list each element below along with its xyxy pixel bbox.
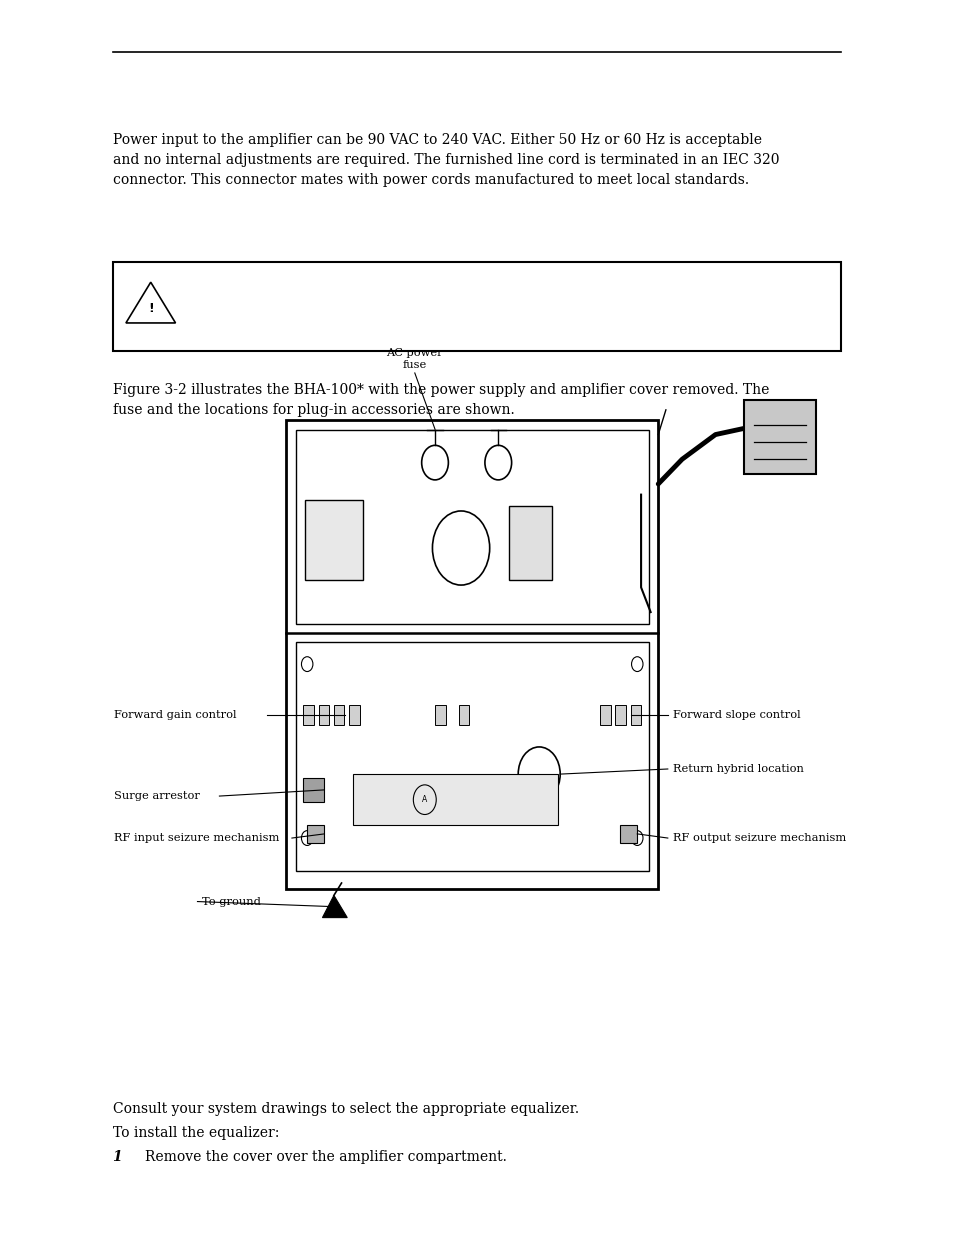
FancyBboxPatch shape — [112, 262, 841, 351]
Text: A: A — [422, 795, 427, 804]
FancyBboxPatch shape — [349, 705, 359, 725]
Polygon shape — [126, 283, 175, 324]
Text: Figure 3-2 illustrates the BHA-100* with the power supply and amplifier cover re: Figure 3-2 illustrates the BHA-100* with… — [112, 383, 768, 417]
FancyBboxPatch shape — [743, 400, 815, 474]
FancyBboxPatch shape — [334, 705, 344, 725]
FancyBboxPatch shape — [509, 506, 552, 580]
FancyBboxPatch shape — [303, 705, 314, 725]
Text: Remove the cover over the amplifier compartment.: Remove the cover over the amplifier comp… — [145, 1150, 506, 1163]
Text: RF input seizure mechanism: RF input seizure mechanism — [114, 834, 279, 844]
Text: AC power
fuse: AC power fuse — [386, 348, 442, 370]
FancyBboxPatch shape — [599, 705, 610, 725]
FancyBboxPatch shape — [353, 774, 558, 825]
Text: To install the equalizer:: To install the equalizer: — [112, 1126, 278, 1140]
FancyBboxPatch shape — [619, 825, 637, 844]
Text: Power input to the amplifier can be 90 VAC to 240 VAC. Either 50 Hz or 60 Hz is : Power input to the amplifier can be 90 V… — [112, 133, 779, 188]
Text: Forward slope control: Forward slope control — [672, 710, 800, 720]
Text: Consult your system drawings to select the appropriate equalizer.: Consult your system drawings to select t… — [112, 1102, 578, 1115]
FancyBboxPatch shape — [295, 430, 648, 624]
FancyBboxPatch shape — [286, 420, 658, 889]
Text: To ground: To ground — [202, 897, 261, 906]
Text: 1: 1 — [112, 1150, 122, 1163]
FancyBboxPatch shape — [295, 642, 648, 871]
FancyBboxPatch shape — [458, 705, 469, 725]
Text: !: ! — [148, 303, 153, 315]
Text: RF output seizure mechanism: RF output seizure mechanism — [672, 834, 845, 844]
Text: Surge arrestor: Surge arrestor — [114, 792, 200, 802]
Text: Return hybrid location: Return hybrid location — [672, 764, 802, 774]
FancyBboxPatch shape — [305, 500, 362, 580]
FancyBboxPatch shape — [435, 705, 445, 725]
Polygon shape — [322, 895, 347, 918]
FancyBboxPatch shape — [615, 705, 625, 725]
FancyBboxPatch shape — [318, 705, 329, 725]
FancyBboxPatch shape — [307, 825, 324, 844]
FancyBboxPatch shape — [630, 705, 640, 725]
Text: Forward gain control: Forward gain control — [114, 710, 236, 720]
FancyBboxPatch shape — [303, 778, 324, 803]
